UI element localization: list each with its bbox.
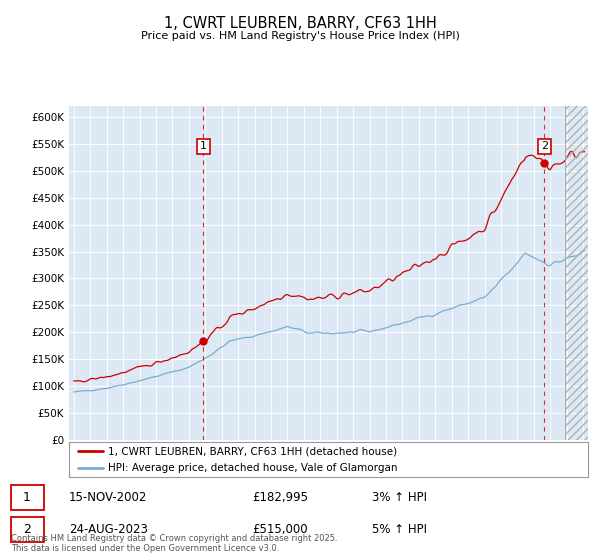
- Text: Contains HM Land Registry data © Crown copyright and database right 2025.
This d: Contains HM Land Registry data © Crown c…: [11, 534, 337, 553]
- Text: 1: 1: [200, 141, 207, 151]
- Text: 1, CWRT LEUBREN, BARRY, CF63 1HH (detached house): 1, CWRT LEUBREN, BARRY, CF63 1HH (detach…: [108, 446, 397, 456]
- FancyBboxPatch shape: [11, 517, 44, 542]
- Text: £515,000: £515,000: [252, 523, 308, 536]
- Text: HPI: Average price, detached house, Vale of Glamorgan: HPI: Average price, detached house, Vale…: [108, 464, 397, 473]
- Text: 15-NOV-2002: 15-NOV-2002: [69, 491, 148, 504]
- Text: £182,995: £182,995: [252, 491, 308, 504]
- FancyBboxPatch shape: [11, 485, 44, 510]
- Text: 2: 2: [23, 523, 31, 536]
- Text: 3% ↑ HPI: 3% ↑ HPI: [372, 491, 427, 504]
- Text: 2: 2: [541, 141, 548, 151]
- Text: 1, CWRT LEUBREN, BARRY, CF63 1HH: 1, CWRT LEUBREN, BARRY, CF63 1HH: [164, 16, 436, 31]
- Text: Price paid vs. HM Land Registry's House Price Index (HPI): Price paid vs. HM Land Registry's House …: [140, 31, 460, 41]
- Text: 5% ↑ HPI: 5% ↑ HPI: [372, 523, 427, 536]
- Text: 24-AUG-2023: 24-AUG-2023: [69, 523, 148, 536]
- Text: 1: 1: [23, 491, 31, 504]
